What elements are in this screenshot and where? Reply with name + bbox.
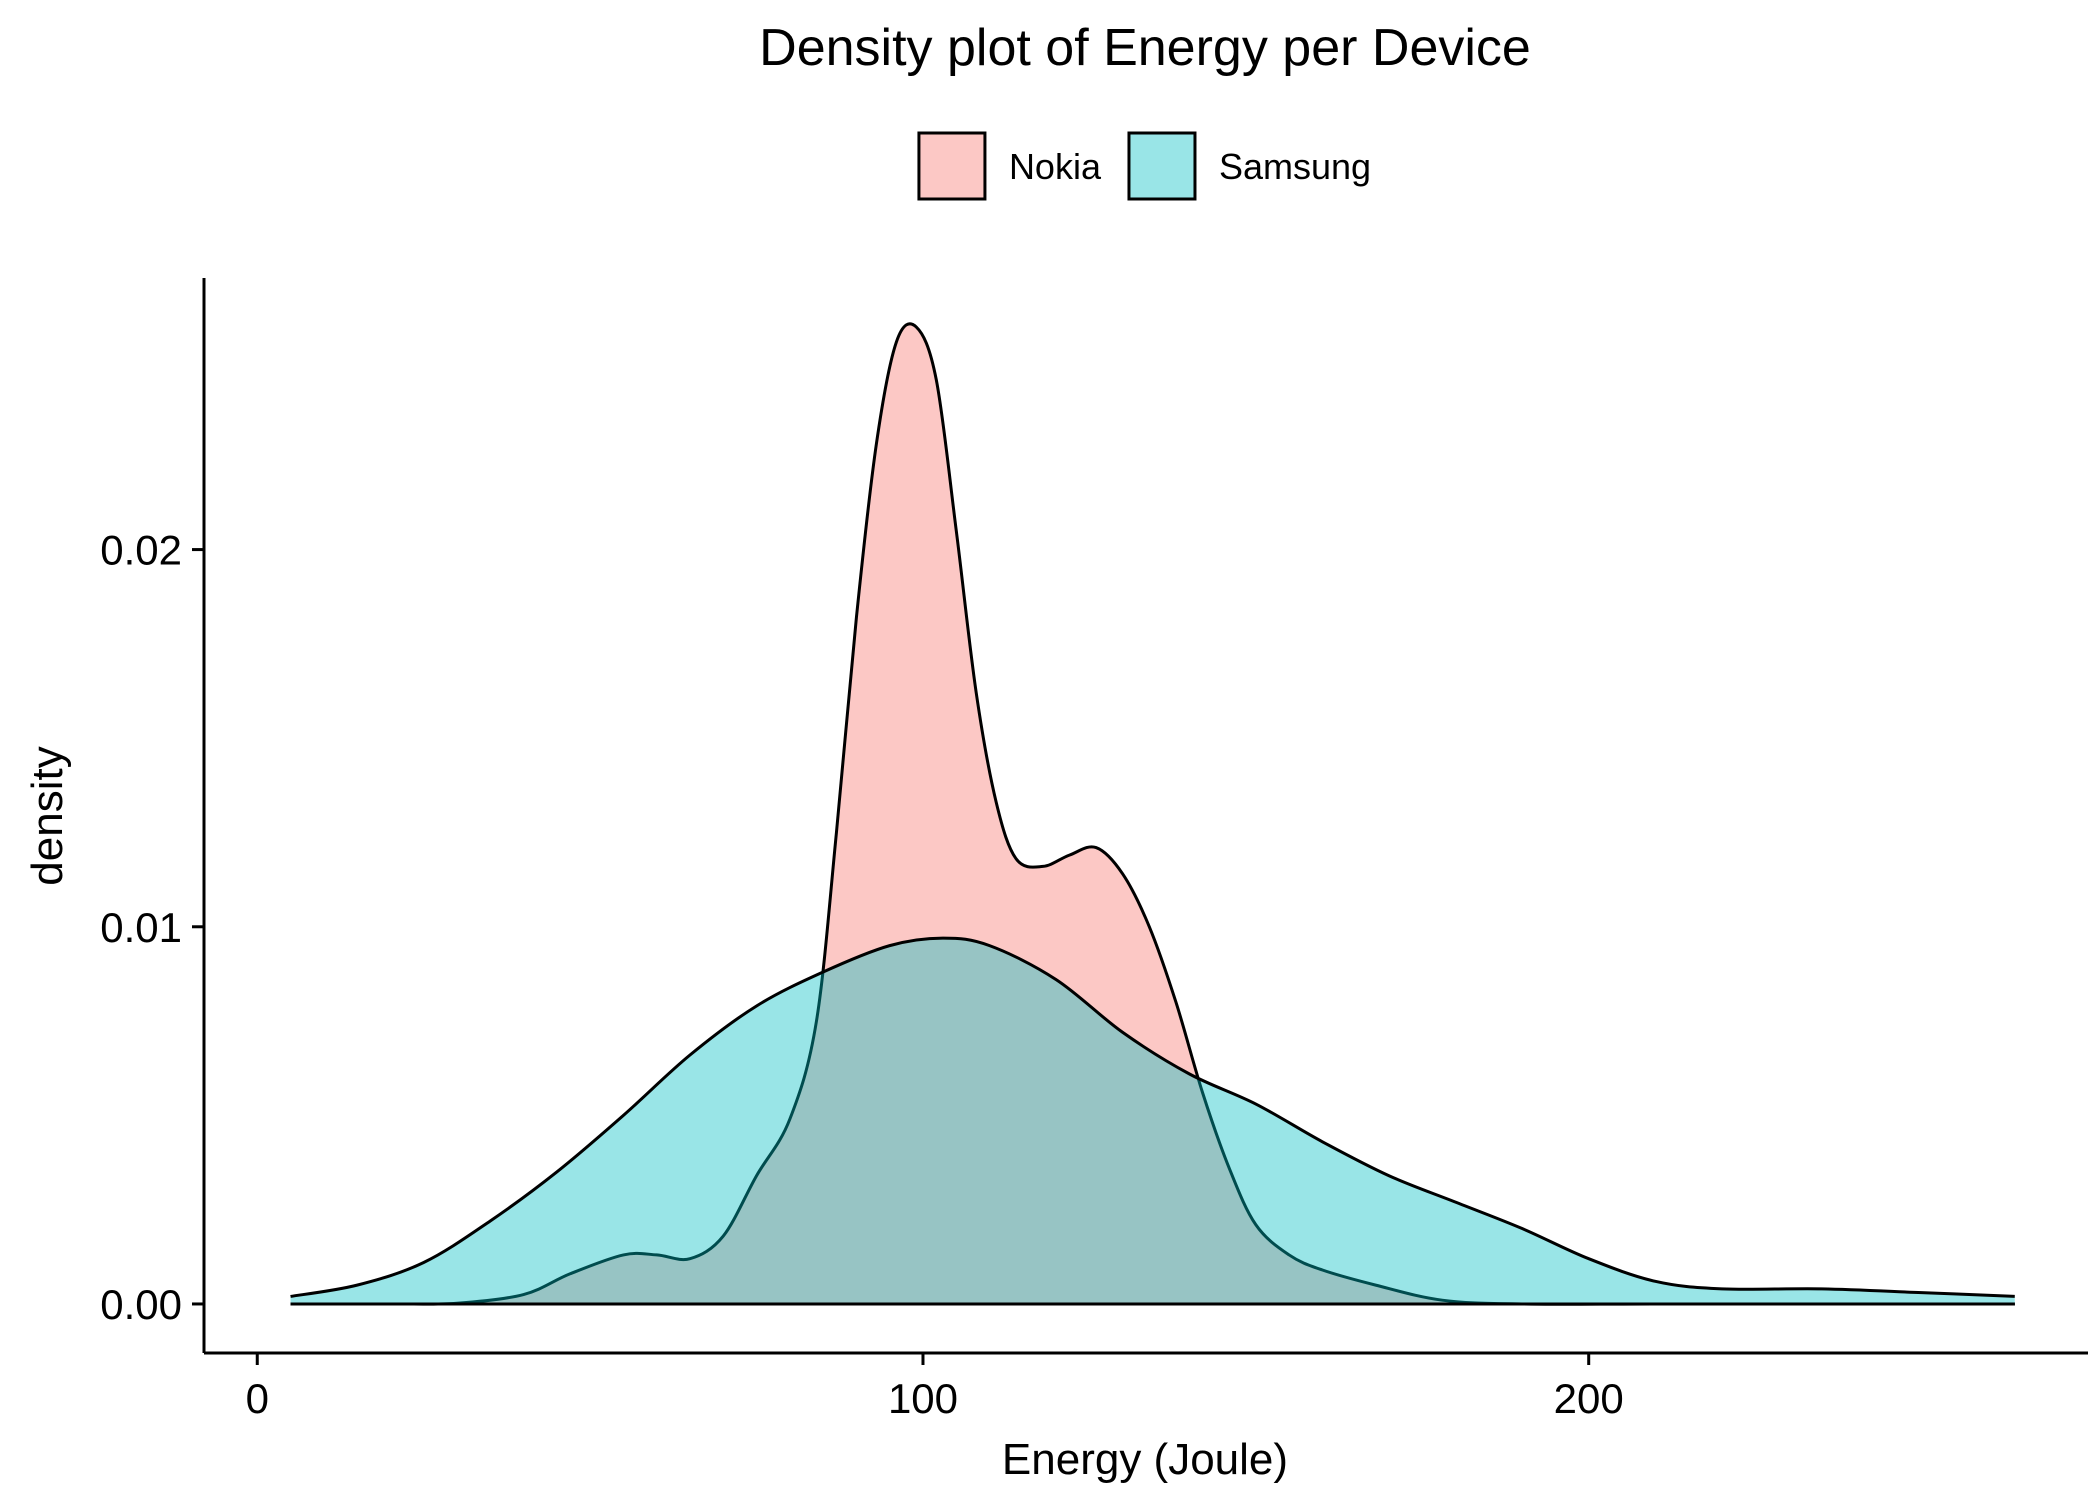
y-tick-label: 0.02 <box>100 527 182 574</box>
legend-key-samsung <box>1127 131 1197 201</box>
density-area-samsung <box>290 938 2015 1304</box>
x-axis-ticks: 0 100 200 <box>246 1353 1624 1422</box>
legend[interactable]: Nokia Samsung <box>917 131 1371 201</box>
y-tick-label: 0.00 <box>100 1281 182 1328</box>
plot-area <box>290 322 2015 1306</box>
legend-label-samsung: Samsung <box>1219 146 1371 187</box>
y-axis-label: density <box>23 746 72 885</box>
density-area-nokia <box>290 323 2015 1305</box>
legend-item-nokia[interactable]: Nokia <box>917 131 1102 201</box>
x-tick-label: 0 <box>246 1375 269 1422</box>
x-axis-label: Energy (Joule) <box>1002 1435 1288 1484</box>
y-axis-ticks: 0.00 0.01 0.02 <box>100 527 204 1328</box>
x-tick-label: 100 <box>888 1375 958 1422</box>
density-line-samsung <box>290 936 2015 1298</box>
chart-title: Density plot of Energy per Device <box>759 19 1531 77</box>
legend-label-nokia: Nokia <box>1009 146 1102 187</box>
y-tick-label: 0.01 <box>100 904 182 951</box>
density-line-nokia <box>290 322 2015 1306</box>
x-tick-label: 200 <box>1554 1375 1624 1422</box>
legend-item-samsung[interactable]: Samsung <box>1127 131 1371 201</box>
legend-key-nokia <box>917 131 987 201</box>
